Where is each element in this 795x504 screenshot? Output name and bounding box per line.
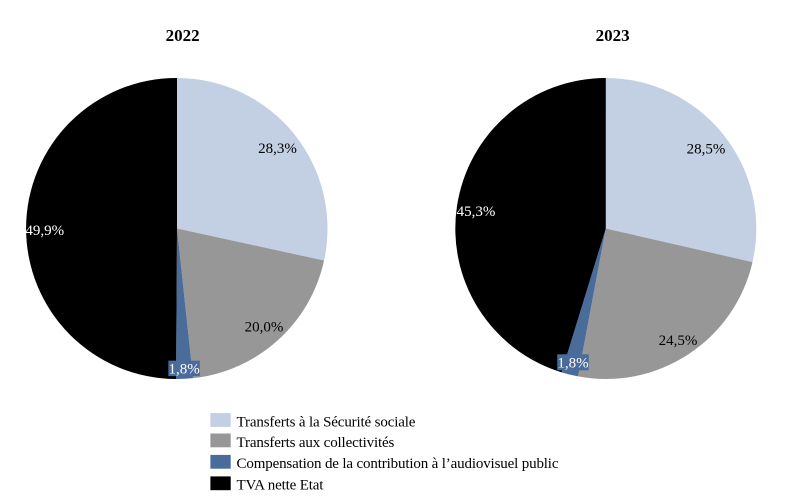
svg-text:49,9%: 49,9% (25, 223, 64, 239)
svg-text:2022: 2022 (166, 26, 200, 45)
svg-text:Compensation de la contributio: Compensation de la contribution à l’audi… (237, 456, 559, 472)
svg-text:24,5%: 24,5% (659, 333, 698, 349)
svg-text:1,8%: 1,8% (557, 355, 588, 371)
svg-text:20,0%: 20,0% (245, 320, 284, 336)
svg-text:2023: 2023 (596, 26, 630, 45)
svg-text:Transferts aux collectivités: Transferts aux collectivités (237, 435, 395, 451)
svg-text:28,3%: 28,3% (258, 141, 297, 157)
svg-text:Transferts à la Sécurité socia: Transferts à la Sécurité sociale (237, 414, 416, 430)
svg-text:1,8%: 1,8% (168, 361, 199, 377)
svg-text:45,3%: 45,3% (457, 204, 496, 220)
svg-text:28,5%: 28,5% (687, 141, 726, 157)
svg-text:TVA nette Etat: TVA nette Etat (237, 478, 325, 494)
